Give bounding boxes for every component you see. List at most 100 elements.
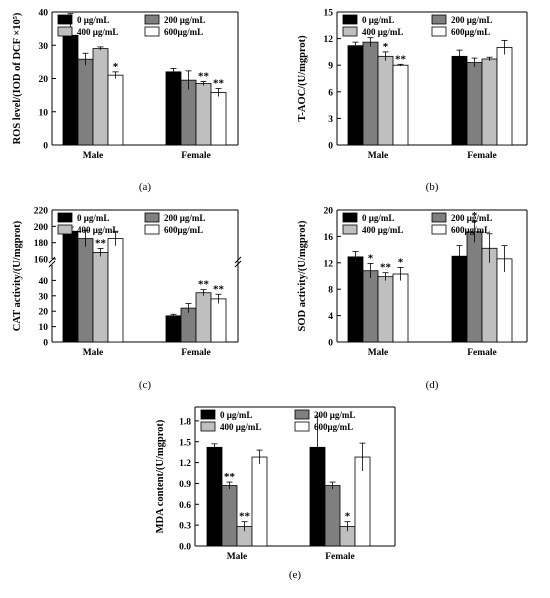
legend-label: 400 μg/mL	[362, 225, 403, 235]
y-axis-title: MDA content/(U/mgprot)	[155, 419, 166, 533]
y-tick-label: 1.2	[179, 459, 191, 469]
x-tick-label: Male	[368, 151, 389, 161]
legend: 0 μg/mL 200 μg/mL 400 μg/mL 600μg/mL	[342, 212, 492, 235]
legend-label: 400 μg/mL	[362, 27, 403, 37]
y-tick-label: 10	[39, 323, 49, 333]
legend-swatch	[57, 26, 73, 37]
bar	[195, 292, 212, 343]
axis-break-mark	[234, 260, 242, 268]
chart-panel-1: 0 10 20 30 40 ROS level/(IOD of DCF ×10⁵) Male…	[12, 9, 239, 193]
legend-label: 600μg/mL	[164, 225, 203, 235]
legend-label: 0 μg/mL	[362, 15, 394, 25]
legend-swatch	[294, 421, 310, 432]
legend-swatch	[342, 26, 358, 37]
bar	[362, 41, 379, 146]
legend-label: 400 μg/mL	[77, 27, 118, 37]
y-tick-label: 200	[34, 223, 49, 233]
significance-label: **	[395, 53, 407, 65]
legend: 0 μg/mL 200 μg/mL 400 μg/mL 600μg/mL	[57, 14, 205, 37]
y-tick-label: 40	[39, 9, 49, 19]
significance-label: **	[198, 70, 210, 82]
y-tick-label: 16	[324, 233, 334, 243]
significance-label: **	[380, 262, 392, 274]
bar	[481, 58, 498, 146]
x-tick-label: Female	[467, 348, 497, 358]
y-tick-label: 20	[39, 308, 49, 318]
bar	[496, 47, 513, 146]
bar	[62, 230, 79, 343]
significance-label: **	[213, 283, 225, 295]
legend-swatch	[342, 14, 358, 25]
x-tick-label: Male	[83, 151, 104, 161]
bar	[206, 446, 223, 547]
legend-label: 600μg/mL	[451, 225, 490, 235]
significance-label: **	[198, 279, 210, 291]
panel-label: (d)	[426, 379, 439, 391]
chart-panel-5: 0.0 0.3 0.6 0.9 1.2 1.5 1.8 MDA content/(U/mgpr…	[155, 406, 396, 581]
y-tick-label: 40	[39, 277, 49, 287]
y-tick-label: 180	[34, 239, 49, 249]
bar	[392, 64, 409, 146]
significance-label: *	[113, 61, 119, 73]
y-tick-label: 9	[328, 62, 333, 72]
y-tick-label: 20	[324, 207, 334, 217]
y-tick-label: 6	[328, 88, 333, 98]
bar	[377, 276, 394, 343]
y-tick-label: 10	[39, 108, 49, 118]
x-tick-label: Male	[368, 348, 389, 358]
y-tick-label: 220	[34, 207, 49, 217]
panel-label: (b)	[426, 181, 439, 193]
bar	[210, 298, 227, 343]
panel-label: (c)	[139, 379, 152, 391]
legend-swatch	[342, 212, 358, 223]
legend-label: 600μg/mL	[451, 27, 490, 37]
bar	[180, 307, 197, 343]
y-tick-label: 8	[328, 286, 333, 296]
y-tick-label: 30	[39, 42, 49, 52]
legend-swatch	[144, 14, 160, 25]
y-tick-label: 12	[324, 259, 334, 269]
bar	[107, 74, 124, 146]
legend-swatch	[144, 26, 160, 37]
x-tick-label: Male	[83, 348, 104, 358]
bar	[77, 58, 94, 146]
axis-break-mark	[48, 256, 56, 264]
y-tick-label: 0.6	[179, 501, 191, 511]
legend-swatch	[200, 409, 216, 420]
y-axis-title: ROS level/(IOD of DCF ×10⁵)	[12, 12, 23, 144]
x-tick-label: Male	[227, 552, 248, 562]
legend-swatch	[144, 212, 160, 223]
bar	[165, 315, 182, 343]
legend-label: 200 μg/mL	[314, 410, 355, 420]
legend-label: 200 μg/mL	[451, 15, 492, 25]
bar	[107, 238, 124, 343]
legend-label: 0 μg/mL	[220, 410, 252, 420]
y-axis-title: T-AOC/(U/mgprot)	[297, 35, 308, 122]
legend-label: 400 μg/mL	[77, 225, 118, 235]
panel-label: (a)	[139, 181, 152, 193]
y-tick-label: 0.3	[179, 522, 191, 532]
significance-label: **	[213, 77, 225, 89]
panel-label: (e)	[289, 569, 302, 581]
bar	[210, 92, 227, 146]
bar	[165, 71, 182, 146]
significance-label: *	[383, 41, 389, 53]
legend-label: 0 μg/mL	[362, 213, 394, 223]
bar	[195, 83, 212, 146]
legend-swatch	[431, 14, 447, 25]
legend-swatch	[57, 14, 73, 25]
y-tick-label: 0	[43, 339, 48, 349]
y-axis-title: SOD activity/(U/mgprot)	[297, 220, 308, 331]
significance-label: *	[472, 210, 478, 222]
y-tick-label: 12	[324, 35, 334, 45]
axis-break-mark	[234, 256, 242, 264]
legend-label: 200 μg/mL	[451, 213, 492, 223]
legend-swatch	[294, 409, 310, 420]
legend-swatch	[431, 26, 447, 37]
legend-label: 600μg/mL	[164, 27, 203, 37]
bar	[451, 55, 468, 146]
